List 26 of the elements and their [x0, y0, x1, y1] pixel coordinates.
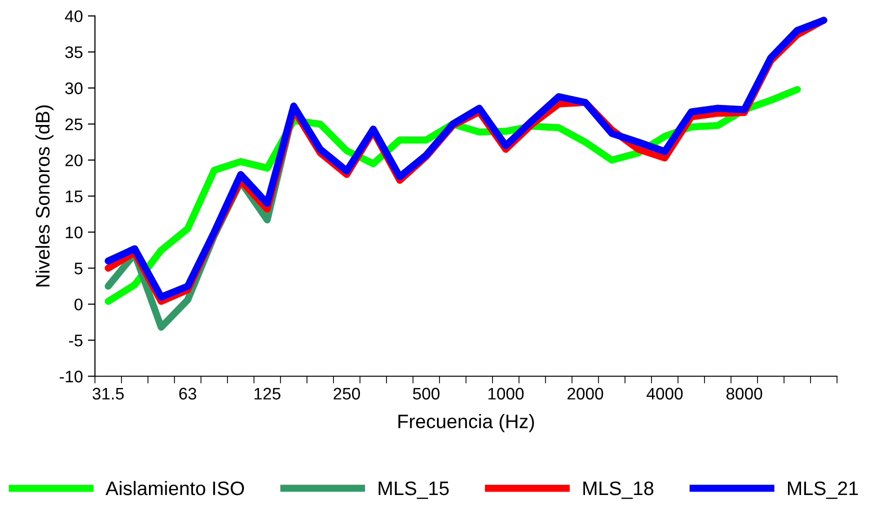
- legend-label: MLS_21: [788, 481, 858, 499]
- x-tick-label: 250: [334, 388, 360, 400]
- x-tick-label: 2000: [568, 388, 604, 400]
- x-tick-label: 4000: [646, 388, 683, 400]
- y-tick-label: 40: [64, 10, 82, 22]
- y-tick-label: 10: [66, 226, 82, 238]
- y-tick-label: -10: [60, 370, 82, 382]
- legend-label: Aislamiento ISO: [106, 480, 244, 496]
- y-tick-label: 0: [74, 298, 82, 310]
- x-axis-title: Frecuencia (Hz): [398, 414, 534, 432]
- y-tick-label: -5: [69, 334, 82, 346]
- x-tick-label: 8000: [726, 388, 762, 400]
- x-tick-label: 63: [179, 388, 196, 400]
- y-tick-label: 25: [65, 118, 82, 130]
- y-tick-label: 5: [74, 262, 82, 274]
- x-tick-label: 31.5: [92, 388, 124, 400]
- y-tick-label: 20: [65, 154, 82, 166]
- y-tick-label: 30: [65, 82, 82, 94]
- legend-label: MLS_18: [583, 481, 654, 499]
- y-axis-title: Niveles Sonoros (dB): [35, 105, 54, 286]
- x-tick-label: 1000: [488, 388, 524, 400]
- legend-label: MLS_15: [378, 481, 449, 499]
- x-tick-label: 125: [254, 388, 280, 400]
- y-tick-label: 35: [65, 46, 82, 58]
- y-tick-label: 15: [66, 190, 82, 202]
- x-tick-label: 500: [412, 388, 440, 400]
